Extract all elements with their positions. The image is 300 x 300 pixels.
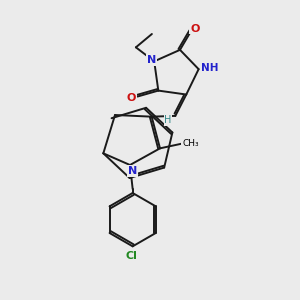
Text: H: H [164, 115, 172, 125]
Text: N: N [147, 55, 156, 65]
Text: Cl: Cl [125, 251, 137, 261]
Text: O: O [190, 23, 200, 34]
Text: O: O [127, 93, 136, 103]
Text: NH: NH [201, 63, 218, 73]
Text: CH₃: CH₃ [182, 139, 199, 148]
Text: N: N [128, 166, 137, 176]
